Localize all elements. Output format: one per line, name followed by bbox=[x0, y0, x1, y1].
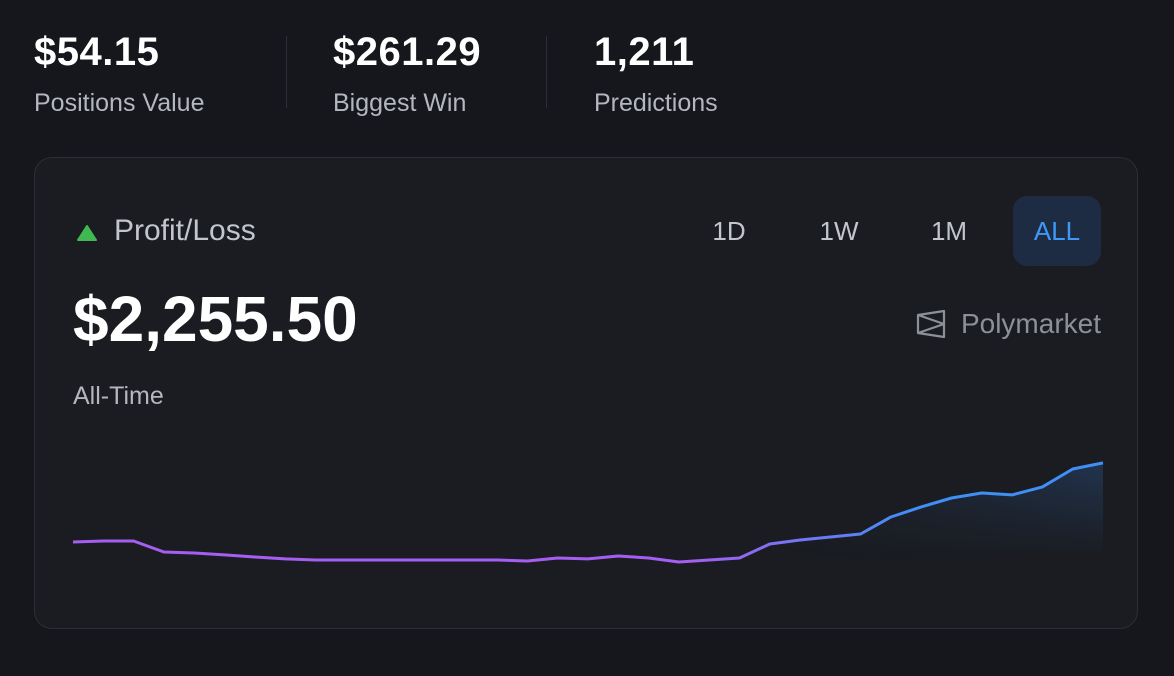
separator bbox=[546, 36, 547, 108]
brand-logo bbox=[916, 309, 946, 339]
brand: Polymarket bbox=[915, 308, 1101, 340]
separator bbox=[286, 36, 287, 108]
range-button[interactable]: 1D bbox=[712, 215, 746, 246]
pnl-line bbox=[72, 461, 1104, 564]
chart bbox=[72, 461, 1104, 564]
pnl-period: All-Time bbox=[73, 382, 164, 410]
stat-label: Positions Value bbox=[34, 89, 205, 117]
pnl-card: Profit/Loss 1D 1W 1M ALL $2,255.50 All-T… bbox=[34, 157, 1138, 629]
stat-label: Biggest Win bbox=[333, 89, 467, 117]
range-button[interactable]: 1W bbox=[819, 215, 859, 246]
stat-value: $261.29 bbox=[333, 30, 482, 74]
pnl-value: $2,255.50 bbox=[73, 283, 358, 355]
range-button[interactable]: 1M bbox=[930, 215, 968, 246]
line-area bbox=[73, 462, 1103, 562]
range-button[interactable]: ALL bbox=[1013, 196, 1101, 266]
stat-label: Predictions bbox=[594, 89, 718, 117]
stat: $54.15 Positions Value bbox=[34, 30, 204, 118]
stat: $261.29 Biggest Win bbox=[333, 30, 481, 118]
stat: 1,211 Predictions bbox=[594, 30, 718, 118]
stat-value: 1,211 bbox=[594, 30, 695, 74]
up-indicator bbox=[77, 225, 97, 241]
stat-value: $54.15 bbox=[34, 30, 160, 74]
brand-name: Polymarket bbox=[960, 308, 1101, 339]
card-title: Profit/Loss bbox=[114, 214, 256, 247]
